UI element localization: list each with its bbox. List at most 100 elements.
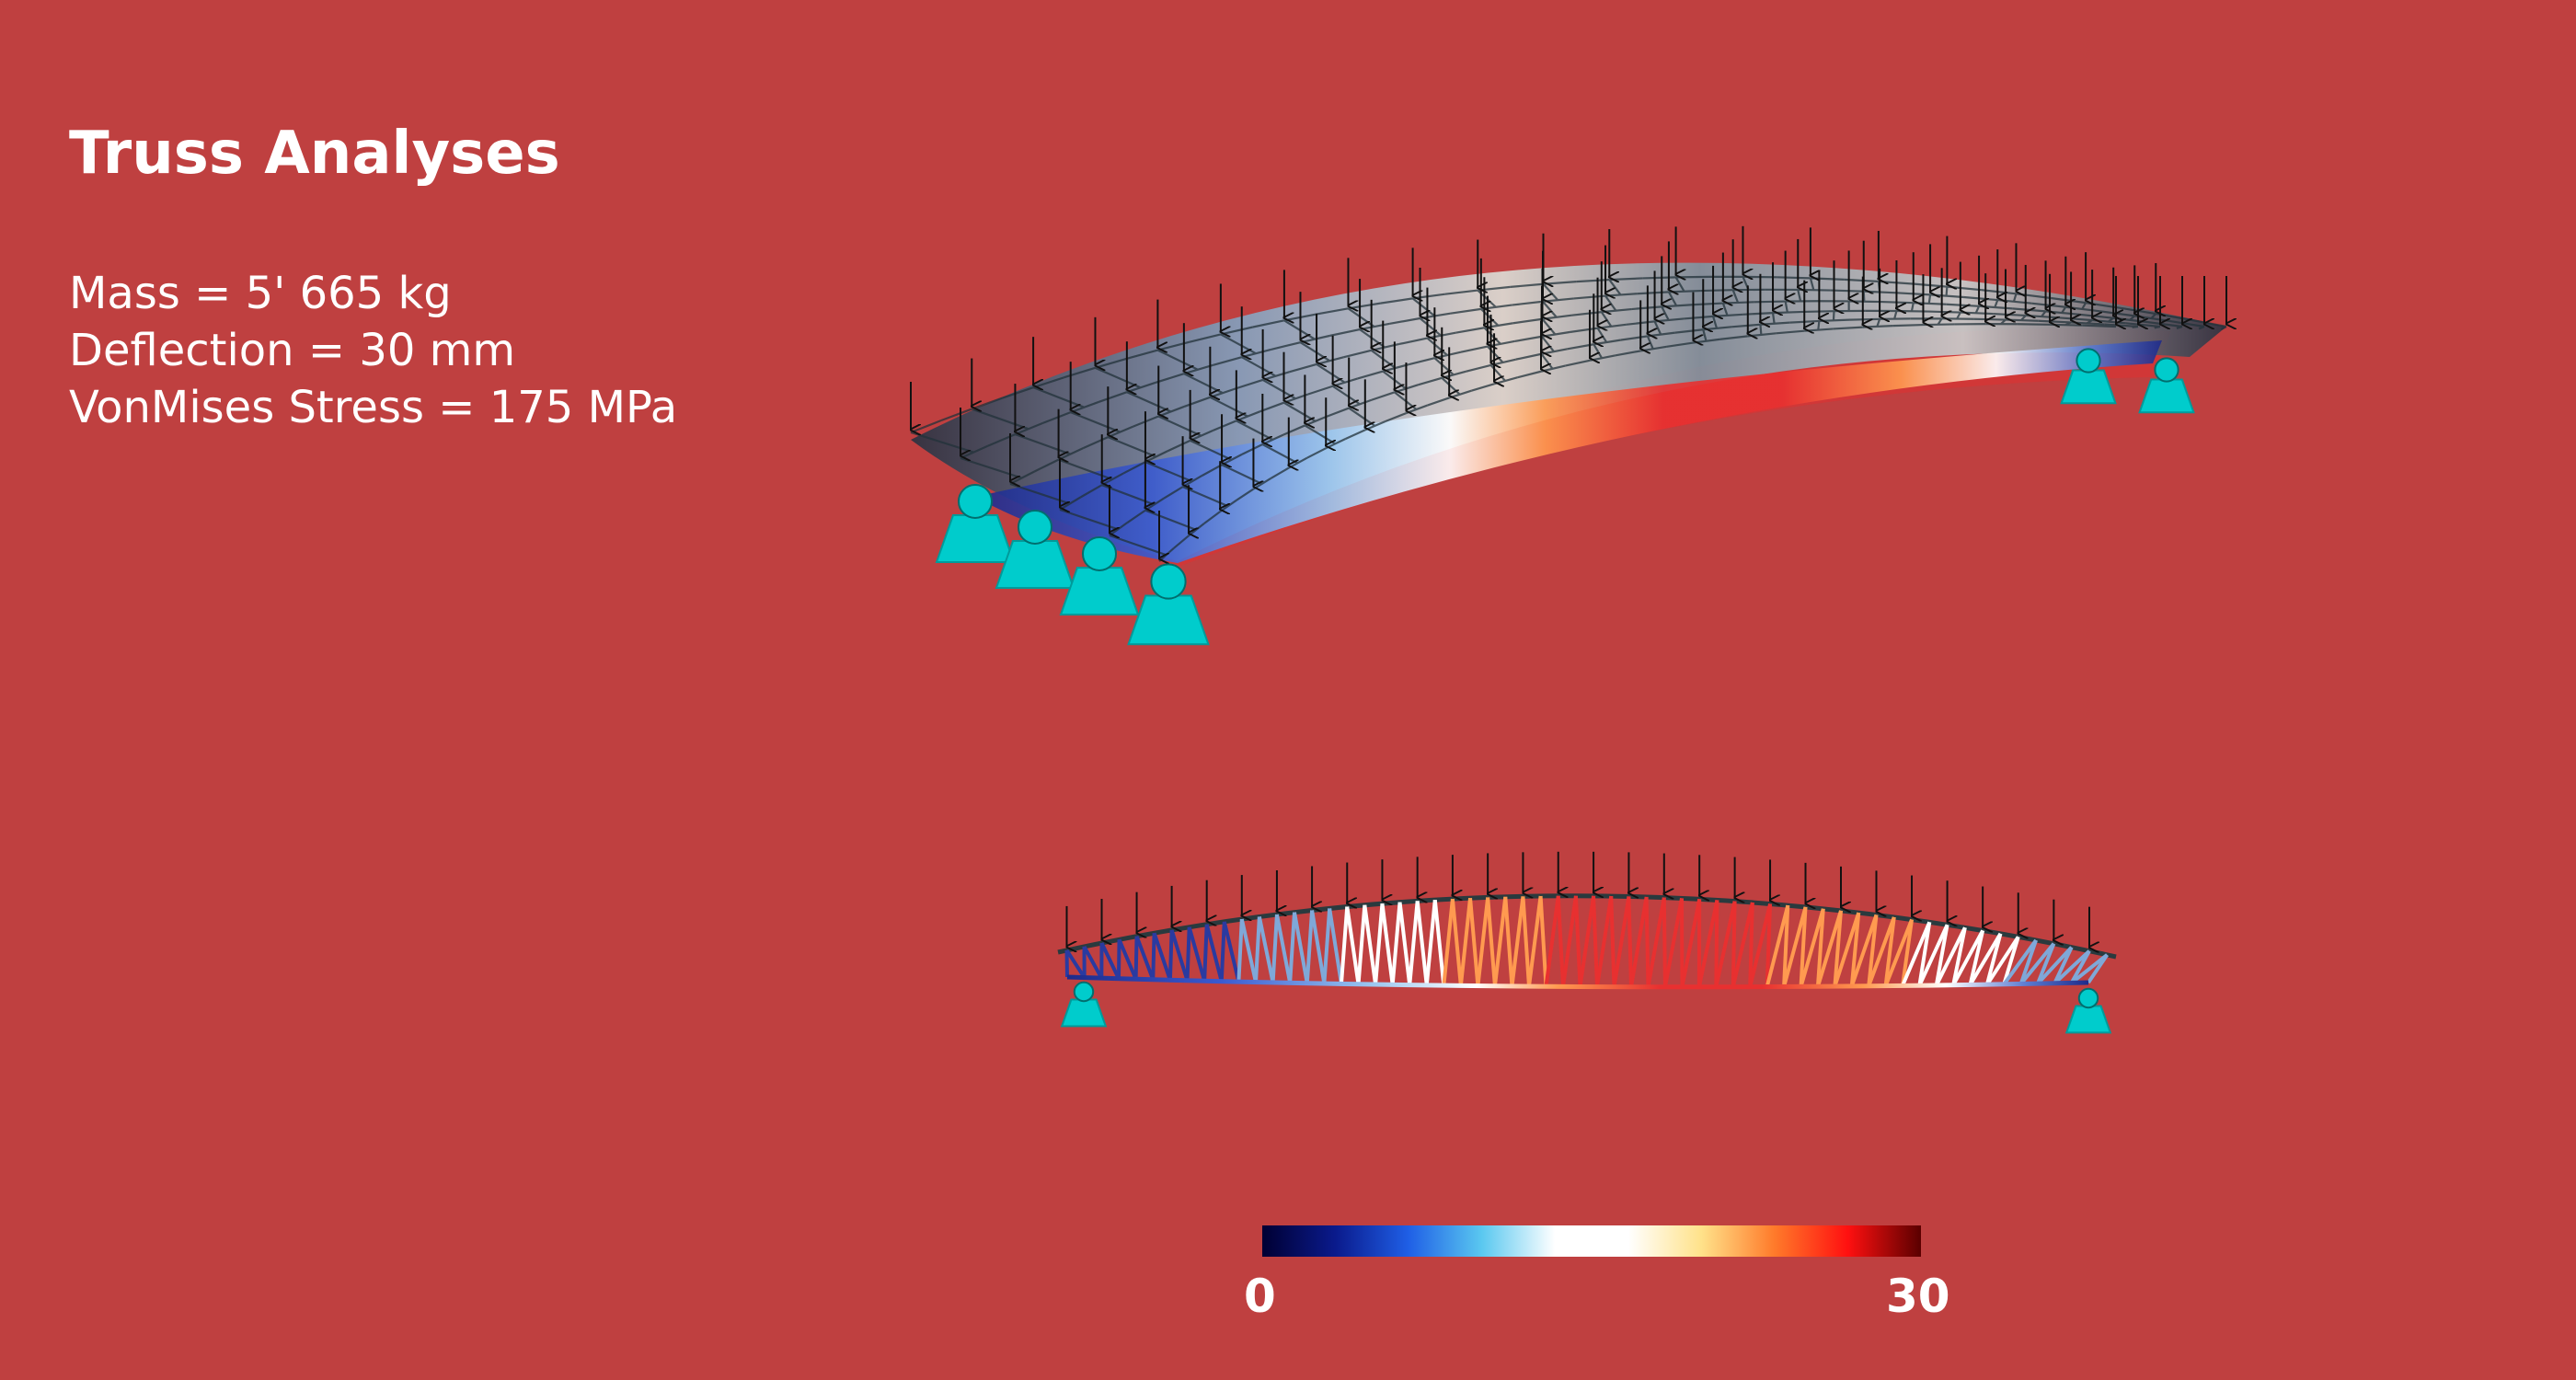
truss-member [1510, 282, 1544, 288]
truss-diagonal [910, 431, 974, 454]
truss-member [1033, 458, 1060, 473]
truss-member [1252, 319, 1285, 328]
truss-diagonal [1144, 461, 1193, 483]
truss-member [1282, 424, 1305, 436]
truss-diagonal [1257, 916, 1275, 983]
truss-member [1892, 323, 1924, 328]
truss-member [1122, 461, 1146, 475]
deflection-readout: Deflection = 30 mm [69, 325, 516, 376]
truss-diagonal [1849, 914, 1879, 987]
truss-member [1241, 443, 1263, 455]
truss-diagonal [1833, 910, 1843, 987]
truss-diagonal [1151, 933, 1156, 980]
truss-member [1236, 488, 1255, 501]
truss-diagonal [1070, 411, 1121, 433]
truss-member [1844, 278, 1879, 283]
truss-3d-bottom-chord [1168, 328, 2171, 570]
truss-member [1203, 511, 1221, 524]
truss-diagonal [1432, 899, 1446, 986]
truss-diagonal [1134, 935, 1156, 981]
truss-diagonal [1419, 317, 1442, 337]
truss-diagonal [2087, 953, 2109, 984]
truss-diagonal [1059, 508, 1119, 531]
truss-member [1343, 349, 1372, 359]
truss-diagonal [2132, 325, 2139, 328]
results-panel: Mass = 5' 665 kg Deflection = 30 mm VonM… [69, 265, 677, 436]
truss-member [940, 408, 972, 422]
truss-diagonal [1442, 898, 1455, 986]
truss-diagonal [1765, 904, 1790, 988]
truss-diagonal [1254, 916, 1261, 983]
truss-diagonal [1862, 291, 1866, 302]
truss-diagonal [1271, 914, 1279, 983]
truss-diagonal [1116, 939, 1121, 979]
truss-member [1719, 335, 1748, 340]
support-pin-icon [958, 484, 993, 519]
truss-diagonal [1236, 918, 1244, 983]
colorbar-max-label: 30 [1886, 1270, 1950, 1323]
truss-diagonal [1133, 936, 1139, 980]
truss-diagonal [1927, 294, 1932, 305]
truss-member [1371, 391, 1396, 401]
truss-member [1571, 311, 1602, 316]
truss-member [1212, 356, 1243, 367]
truss-member [1466, 363, 1491, 373]
truss-diagonal [1731, 902, 1754, 988]
truss-member [1259, 401, 1284, 413]
truss-diagonal [1458, 897, 1473, 986]
truss-diagonal [1310, 910, 1327, 984]
truss-diagonal [1696, 899, 1719, 988]
truss-diagonal [1219, 921, 1226, 982]
truss-diagonal [1510, 896, 1525, 987]
truss-diagonal [1374, 903, 1385, 985]
truss-member [1427, 397, 1450, 407]
truss-diagonal [971, 408, 1029, 431]
truss-member [1631, 305, 1662, 311]
truss-diagonal [1152, 932, 1172, 981]
truss-member [1722, 301, 1754, 305]
truss-member [1573, 294, 1606, 300]
support-base-icon [1059, 567, 1140, 615]
truss-member [1848, 300, 1881, 304]
truss-diagonal [1714, 900, 1719, 987]
truss-member [1098, 391, 1128, 403]
truss-member [1576, 278, 1610, 283]
truss-diagonal [1058, 458, 1113, 481]
truss-member [1306, 447, 1327, 459]
truss-diagonal [1595, 895, 1614, 987]
truss-diagonal [2069, 949, 2091, 984]
truss-member [1700, 289, 1733, 293]
truss-diagonal [2053, 949, 2091, 985]
support-pin-icon [2077, 987, 2099, 1009]
truss-diagonal [1221, 464, 1262, 485]
truss-diagonal [1917, 921, 1932, 986]
truss-member [2017, 323, 2051, 326]
truss-diagonal [1293, 912, 1309, 984]
truss-diagonal [1867, 914, 1879, 987]
truss-diagonal [1799, 908, 1825, 987]
truss-member [1668, 289, 1701, 293]
truss-member [1064, 366, 1096, 379]
truss-member [1973, 317, 2007, 321]
truss-diagonal [1521, 896, 1531, 987]
truss-member [1692, 302, 1723, 306]
truss-diagonal [1731, 901, 1737, 987]
truss-member [1830, 289, 1864, 293]
truss-diagonal [1544, 895, 1560, 987]
truss-diagonal [1867, 916, 1896, 987]
truss-member [1344, 429, 1366, 441]
truss-diagonal [1662, 897, 1684, 988]
truss-diagonal [1578, 895, 1596, 987]
truss-diagonal [1984, 933, 2003, 985]
truss-member [1642, 276, 1676, 280]
support-base-icon [2138, 378, 2195, 414]
truss-member [1418, 376, 1443, 386]
truss-member [1042, 411, 1072, 424]
truss-member [1183, 396, 1211, 408]
truss-diagonal [1629, 896, 1649, 988]
truss-diagonal [1968, 932, 2003, 986]
truss-diagonal [1765, 903, 1773, 987]
truss-member [1080, 484, 1103, 499]
truss-member [2082, 324, 2117, 328]
truss-diagonal [2019, 942, 2055, 985]
